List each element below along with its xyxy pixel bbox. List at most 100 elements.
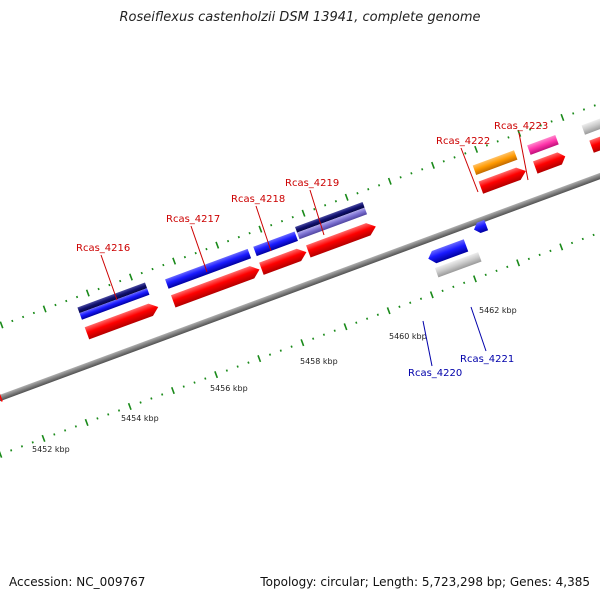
lower-tick (0, 450, 3, 458)
upper-tick (97, 287, 100, 291)
lower-tick (322, 333, 326, 336)
forward-strand-features (77, 111, 600, 340)
lower-tick (236, 365, 239, 368)
upper-tick (560, 113, 565, 122)
upper-tick (582, 108, 586, 111)
upper-tick (205, 247, 208, 251)
upper-tick (344, 193, 349, 201)
leader-rcas-4216 (100, 254, 118, 301)
label-rcas-4220: Rcas_4220 (408, 368, 462, 379)
lower-tick (581, 237, 584, 241)
upper-tick (22, 315, 25, 319)
lower-tick (182, 385, 185, 388)
lower-tick (53, 433, 56, 436)
lower-tick (472, 275, 477, 283)
upper-tick (485, 144, 488, 147)
upper-tick (85, 289, 90, 297)
scale-labels: 5452 kbp 5454 kbp 5456 kbp 5458 kbp 5460… (32, 306, 517, 454)
upper-tick (301, 209, 306, 217)
label-rcas-4219: Rcas_4219 (285, 178, 339, 189)
gene-rcas-4218-arrow (259, 248, 307, 275)
upper-tick (356, 192, 359, 195)
scale-label-5452: 5452 kbp (32, 445, 70, 454)
lower-tick (365, 317, 369, 320)
scale-label-5462: 5462 kbp (479, 306, 517, 315)
upper-tick (496, 140, 499, 143)
lower-tick (225, 369, 228, 372)
reverse-strand-features (428, 219, 489, 278)
upper-tick (334, 200, 337, 203)
upper-tick (194, 251, 197, 255)
upper-tick (431, 161, 435, 169)
upper-tick (65, 299, 68, 303)
label-rcas-4221: Rcas_4221 (460, 354, 514, 365)
lower-tick (429, 291, 434, 299)
gene-rcas-4216-arrow (84, 303, 159, 340)
lower-tick (193, 381, 196, 384)
lower-tick (484, 273, 487, 277)
upper-tick (75, 295, 79, 299)
upper-tick (140, 271, 143, 275)
gene-rcas-4218-blue-bar (253, 231, 298, 257)
upper-tick (162, 263, 165, 267)
scale-label-5458: 5458 kbp (300, 357, 338, 366)
lower-tick (84, 418, 89, 427)
label-rcas-4217: Rcas_4217 (166, 214, 220, 225)
upper-tick (258, 225, 263, 233)
gene-rcas-4221-arrow (474, 219, 489, 234)
upper-tick (507, 136, 510, 139)
upper-tick (248, 231, 251, 235)
genome-backbone (0, 155, 600, 412)
upper-tick (270, 223, 273, 227)
lower-tick (74, 425, 77, 428)
gene-rcas-4222-orange-bar (472, 150, 518, 175)
accession-text: Accession: NC_009767 (9, 575, 146, 589)
lower-tick (516, 259, 521, 267)
gene-rcas-4216-navy-bar (77, 282, 148, 314)
leader-rcas-4223 (518, 132, 529, 181)
upper-tick (539, 124, 542, 127)
upper-tick (42, 305, 47, 313)
gene-rcas-4216-blue-bar (79, 288, 150, 320)
label-rcas-4222: Rcas_4222 (436, 136, 490, 147)
map-title: Roseiflexus castenholzii DSM 13941, comp… (119, 10, 481, 25)
upper-tick (593, 104, 596, 107)
leader-rcas-4220 (422, 320, 433, 367)
upper-tick (528, 128, 532, 131)
lower-tick (279, 349, 282, 352)
lower-tick (398, 305, 401, 308)
lower-tick (257, 355, 262, 363)
lower-tick (376, 313, 379, 316)
lower-tick (214, 371, 219, 379)
upper-tick (453, 156, 456, 159)
lower-tick (506, 265, 509, 269)
lower-tick (527, 257, 530, 261)
backbone-cap (0, 393, 3, 402)
lower-tick (290, 345, 293, 348)
lower-tick (300, 339, 305, 347)
lower-tick (107, 413, 110, 416)
lower-tick (41, 434, 46, 442)
lower-tick (333, 329, 336, 332)
upper-tick (54, 303, 57, 307)
upper-tick (119, 279, 122, 283)
gene-rcas-4217-arrow (170, 266, 260, 308)
lower-tick (161, 393, 164, 396)
lower-tick (312, 337, 315, 340)
upper-tick (291, 215, 294, 219)
gene-rcas-4220-gray-bar (434, 252, 482, 278)
upper-tick (0, 321, 4, 329)
reverse-gene-labels: Rcas_4220 Rcas_4221 (408, 306, 514, 379)
upper-tick (464, 152, 467, 155)
lower-tick (441, 289, 444, 293)
upper-tick (11, 319, 14, 323)
leader-rcas-4217 (190, 225, 208, 273)
lower-tick (31, 441, 34, 444)
lower-tick (355, 321, 358, 324)
scale-label-5460: 5460 kbp (389, 332, 427, 341)
lower-tick (127, 402, 132, 411)
upper-tick (183, 255, 186, 259)
lower-tick (592, 233, 595, 237)
upper-tick (108, 283, 111, 287)
